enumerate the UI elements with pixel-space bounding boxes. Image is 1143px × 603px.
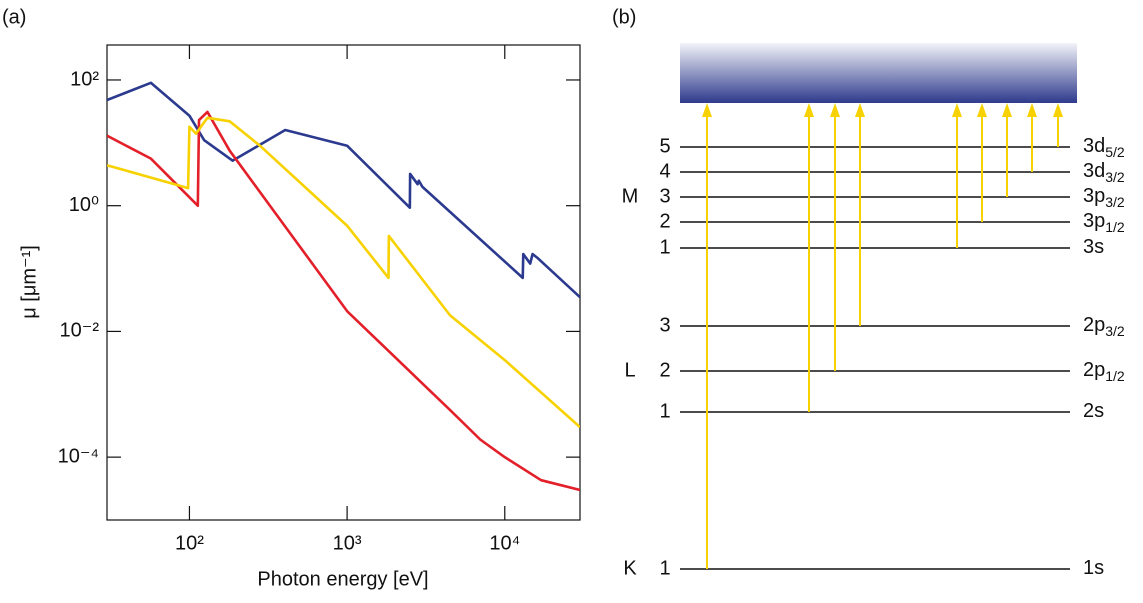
- orbital-name: 3d: [1083, 135, 1105, 157]
- orbital-label: 3p1/2: [1083, 210, 1125, 234]
- arrow-head: [1027, 103, 1037, 117]
- x-axis-label: Photon energy [eV]: [257, 568, 428, 590]
- orbital-name: 3d: [1083, 160, 1105, 182]
- level-number: 4: [659, 160, 670, 182]
- panel-label: (a): [2, 6, 26, 28]
- level-number: 3: [659, 185, 670, 207]
- level-number: 2: [659, 210, 670, 232]
- x-tick-label: 10²: [175, 532, 204, 554]
- orbital-subscript: 1/2: [1105, 368, 1125, 384]
- shell-label: K: [623, 557, 637, 579]
- panel-label: (b): [612, 6, 636, 28]
- series-line: [107, 81, 580, 299]
- arrow-head: [977, 103, 987, 117]
- plot-area: [107, 81, 580, 492]
- level-number: 1: [659, 557, 670, 579]
- orbital-label: 2s: [1083, 400, 1104, 422]
- x-tick-label: 10³: [333, 532, 362, 554]
- orbital-label: 3p3/2: [1083, 185, 1125, 209]
- orbital-label: 3s: [1083, 236, 1104, 258]
- continuum: [680, 43, 1077, 103]
- orbital-name: 2s: [1083, 400, 1104, 422]
- orbital-label: 3d5/2: [1083, 135, 1125, 159]
- y-tick-label: 10⁻⁴: [58, 445, 99, 467]
- y-tick-label: 10⁻²: [60, 320, 100, 342]
- orbital-name: 2p: [1083, 359, 1105, 381]
- plot-frame: [106, 44, 581, 521]
- level-number: 3: [659, 314, 670, 336]
- orbital-label: 1s: [1083, 557, 1104, 579]
- orbital-subscript: 5/2: [1105, 144, 1125, 160]
- orbital-subscript: 3/2: [1105, 169, 1125, 185]
- orbital-label: 2p3/2: [1083, 314, 1125, 338]
- orbital-label: 3d3/2: [1083, 160, 1125, 184]
- orbital-subscript: 3/2: [1105, 194, 1125, 210]
- level-number: 1: [659, 236, 670, 258]
- orbital-label: 2p1/2: [1083, 359, 1125, 383]
- level-number: 5: [659, 135, 670, 157]
- arrow-head: [830, 103, 840, 117]
- orbital-name: 1s: [1083, 557, 1104, 579]
- orbital-name: 2p: [1083, 314, 1105, 336]
- arrow-head: [952, 103, 962, 117]
- arrow-head: [1002, 103, 1012, 117]
- x-tick-label: 10⁴: [489, 532, 520, 554]
- orbital-subscript: 3/2: [1105, 323, 1125, 339]
- level-number: 2: [659, 359, 670, 381]
- orbital-name: 3s: [1083, 236, 1104, 258]
- y-axis-label: μ [μm⁻¹]: [18, 245, 40, 319]
- orbital-name: 3p: [1083, 210, 1105, 232]
- orbital-subscript: 1/2: [1105, 219, 1125, 235]
- arrow-head: [702, 103, 712, 117]
- shell-label: L: [624, 359, 635, 381]
- arrow-head: [855, 103, 865, 117]
- series-line: [107, 110, 580, 492]
- y-tick-label: 10²: [70, 68, 99, 90]
- y-tick-label: 10⁰: [69, 194, 99, 216]
- orbital-name: 3p: [1083, 185, 1105, 207]
- series-line: [107, 116, 580, 429]
- shell-label: M: [622, 185, 639, 207]
- arrow-head: [1053, 103, 1063, 117]
- arrow-head: [804, 103, 814, 117]
- level-number: 1: [659, 400, 670, 422]
